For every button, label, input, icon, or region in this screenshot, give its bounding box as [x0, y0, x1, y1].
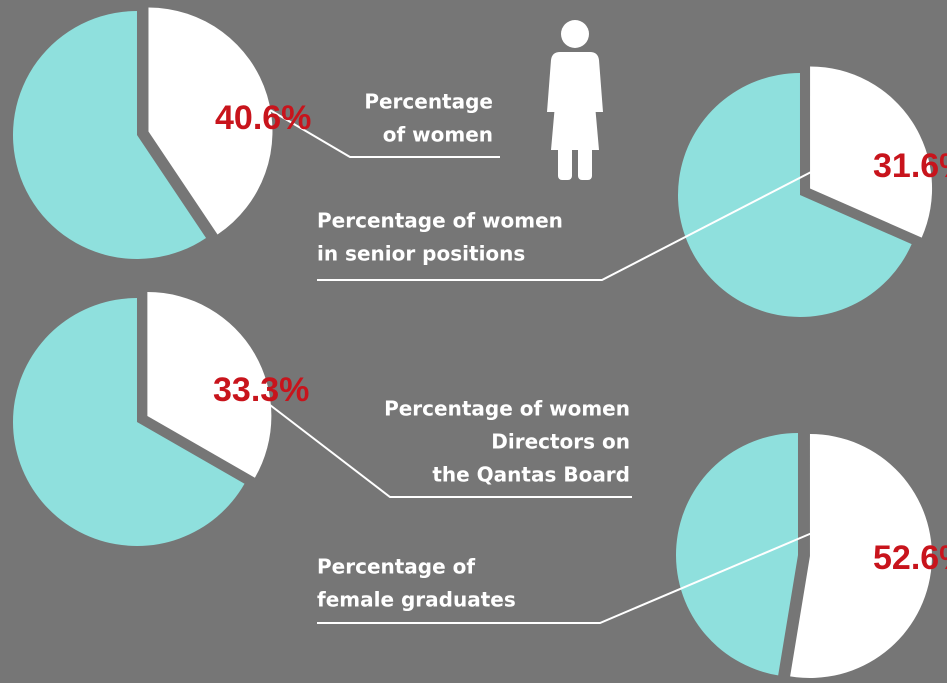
value-label: 33.3% — [213, 371, 309, 409]
value-label: 52.6% — [873, 539, 947, 577]
woman-icon — [547, 20, 603, 180]
leader-line — [317, 532, 813, 624]
chart-title: female graduates — [317, 588, 516, 612]
pie-slice — [790, 433, 932, 678]
chart-title: Directors on — [491, 430, 630, 454]
chart-title: in senior positions — [317, 242, 525, 266]
value-label: 40.6% — [215, 99, 311, 137]
pie-remainder — [676, 433, 798, 676]
leader-line — [269, 404, 632, 498]
pie-remainder — [677, 73, 912, 317]
value-label: 31.6% — [873, 147, 947, 185]
chart-title: of women — [383, 123, 493, 147]
chart-title: Percentage of women — [317, 209, 563, 233]
pie-remainder — [12, 298, 245, 546]
chart-title: the Qantas Board — [432, 463, 630, 487]
leader-line — [317, 169, 816, 281]
pie-slice — [147, 291, 272, 478]
charts: 40.6% Percentage of women 31.6% Percentage o… — [12, 7, 947, 678]
chart-title: Percentage of — [317, 555, 475, 579]
pie-slice — [810, 66, 933, 238]
leader-line — [269, 109, 500, 158]
chart-title: Percentage of women — [384, 397, 630, 421]
chart-title: Percentage — [364, 90, 493, 114]
pie-remainder — [12, 11, 207, 260]
pie-slice — [148, 7, 273, 235]
